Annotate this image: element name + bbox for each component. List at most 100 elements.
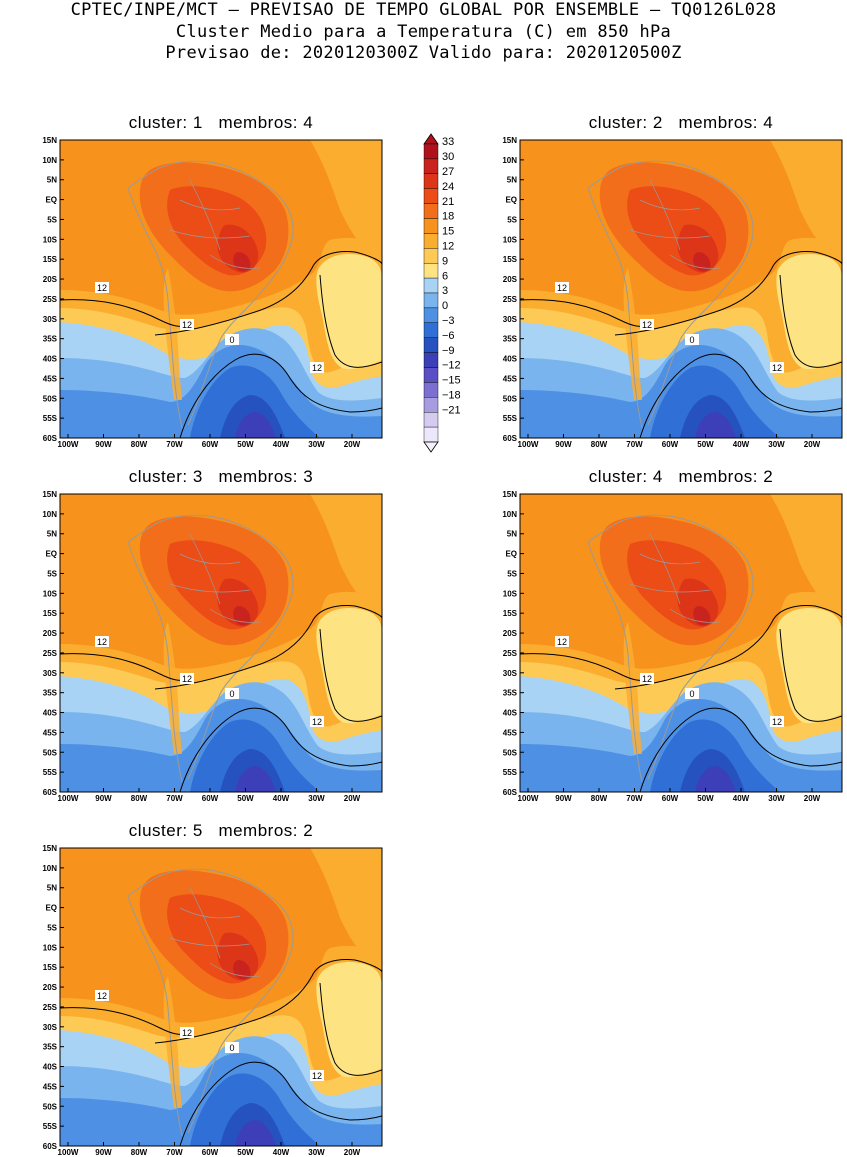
colorbar-label: 30: [442, 151, 454, 163]
lon-tick-label: 80W: [591, 794, 608, 803]
panel-title-1: cluster: 1 membros: 4: [128, 113, 314, 132]
colorbar-label: 0: [442, 300, 448, 312]
lat-tick-label: 10S: [43, 589, 58, 598]
map-panel-1: 12 12 12 0 15N 10N 5N EQ 5S 10S 15S 20S 25S 30S 35S 40S…: [42, 136, 383, 449]
contour-label: 12: [312, 717, 322, 727]
lat-tick-label: 5S: [47, 215, 57, 224]
lat-tick-label: 55S: [503, 414, 518, 423]
lat-tick-label: 60S: [43, 1142, 58, 1151]
lat-tick-label: 15N: [502, 136, 517, 145]
lon-tick-label: 50W: [697, 440, 714, 449]
lat-tick-label: 45S: [43, 1082, 58, 1091]
header-line-1: CPTEC/INPE/MCT – PREVISAO DE TEMPO GLOBA…: [70, 0, 777, 20]
lat-tick-label: 50S: [43, 748, 58, 757]
lat-tick-label: 50S: [43, 394, 58, 403]
colorbar-label: 12: [442, 241, 454, 253]
colorbar-swatch: [423, 277, 439, 294]
lat-tick-label: 25S: [43, 649, 58, 658]
lat-tick-label: 5N: [47, 530, 57, 539]
lat-tick-label: 35S: [43, 689, 58, 698]
lon-tick-label: 40W: [273, 440, 290, 449]
lon-tick-label: 100W: [518, 794, 539, 803]
lon-tick-label: 40W: [273, 1148, 290, 1157]
lat-tick-label: 10S: [503, 589, 518, 598]
header-line-3: Previsao de: 2020120300Z Valido para: 20…: [165, 43, 682, 63]
lat-tick-label: 55S: [43, 768, 58, 777]
lon-tick-label: 20W: [804, 440, 821, 449]
lon-tick-label: 30W: [768, 440, 785, 449]
colorbar-swatch: [423, 173, 439, 189]
lat-tick-label: 15S: [43, 963, 58, 972]
lat-tick-label: 60S: [43, 788, 58, 797]
lon-tick-label: 90W: [95, 440, 112, 449]
lon-tick-label: 100W: [58, 1148, 79, 1157]
lon-tick-label: 100W: [518, 440, 539, 449]
panel-title-5: cluster: 5 membros: 2: [128, 821, 314, 840]
lat-tick-label: 25S: [43, 295, 58, 304]
lat-tick-label: 45S: [43, 374, 58, 383]
lat-tick-label: 5S: [507, 569, 517, 578]
lon-tick-label: 90W: [95, 794, 112, 803]
lon-tick-label: 50W: [237, 440, 254, 449]
lat-tick-label: 5N: [507, 530, 517, 539]
colorbar-swatch: [423, 337, 439, 353]
colorbar-swatch: [423, 412, 439, 428]
lat-tick-label: 10N: [42, 864, 57, 873]
lat-tick-label: 15N: [42, 136, 57, 145]
lon-tick-label: 60W: [202, 440, 219, 449]
lat-tick-label: 15S: [43, 255, 58, 264]
lat-tick-label: 45S: [503, 374, 518, 383]
contour-label: 0: [229, 335, 234, 345]
lon-tick-label: 90W: [95, 1148, 112, 1157]
lon-tick-label: 100W: [58, 440, 79, 449]
lat-tick-label: EQ: [505, 550, 517, 559]
map-panel-4: 12 12 12 0 15N 10N 5N EQ 5S 10S 15S 20S 25S 30S 35S 40S…: [502, 490, 843, 803]
lon-tick-label: 20W: [344, 440, 361, 449]
map-panel-2: 12 12 12 0 15N 10N 5N EQ 5S 10S 15S 20S 25S 30S 35S 40S…: [502, 136, 843, 449]
lon-tick-label: 70W: [166, 794, 183, 803]
colorbar-swatch: [423, 382, 439, 398]
lat-tick-label: EQ: [45, 550, 57, 559]
colorbar-swatch: [423, 307, 439, 323]
lat-tick-label: 10N: [42, 510, 57, 519]
lat-tick-label: 60S: [43, 434, 58, 443]
lon-tick-label: 40W: [273, 794, 290, 803]
contour-label: 12: [182, 674, 192, 684]
lon-tick-label: 60W: [662, 440, 679, 449]
lon-tick-label: 80W: [131, 794, 148, 803]
lat-tick-label: 5S: [47, 923, 57, 932]
lat-tick-label: 45S: [503, 728, 518, 737]
map-panel-5: 12 12 12 0 15N 10N 5N EQ 5S 10S 15S 20S 25S 30S 35S 40S…: [42, 844, 383, 1157]
lat-tick-label: 25S: [43, 1003, 58, 1012]
lon-tick-label: 30W: [768, 794, 785, 803]
lat-tick-label: 30S: [43, 1023, 58, 1032]
lat-tick-label: 5N: [47, 884, 57, 893]
lat-tick-label: 30S: [43, 669, 58, 678]
lat-tick-label: 15N: [42, 490, 57, 499]
lat-tick-label: 55S: [503, 768, 518, 777]
lat-tick-label: EQ: [45, 904, 57, 913]
lon-tick-label: 30W: [308, 440, 325, 449]
lat-tick-label: 40S: [43, 1063, 58, 1072]
lat-tick-label: EQ: [505, 196, 517, 205]
lon-tick-label: 70W: [626, 794, 643, 803]
lat-tick-label: 60S: [503, 434, 518, 443]
colorbar-label: 15: [442, 226, 454, 238]
lat-tick-label: 50S: [503, 394, 518, 403]
lon-tick-label: 60W: [662, 794, 679, 803]
lat-tick-label: 10S: [503, 235, 518, 244]
lon-tick-label: 20W: [344, 794, 361, 803]
colorbar-label: −6: [442, 330, 455, 342]
colorbar-label: 24: [442, 181, 454, 193]
contour-label: 12: [182, 320, 192, 330]
contour-label: 0: [229, 1043, 234, 1053]
lat-tick-label: 5N: [47, 176, 57, 185]
contour-label: 12: [557, 637, 567, 647]
lat-tick-label: 20S: [43, 983, 58, 992]
contour-label: 12: [97, 637, 107, 647]
contour-label: 12: [557, 283, 567, 293]
colorbar-swatch: [423, 367, 439, 383]
panel-title-2: cluster: 2 membros: 4: [588, 113, 774, 132]
lat-tick-label: 10N: [502, 510, 517, 519]
